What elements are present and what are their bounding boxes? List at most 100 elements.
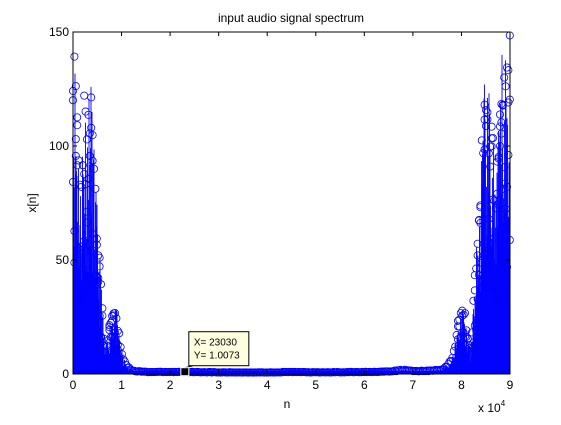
marker xyxy=(466,343,475,352)
marker xyxy=(73,113,82,122)
marker xyxy=(481,266,490,275)
marker xyxy=(91,271,100,280)
marker xyxy=(70,227,79,236)
marker xyxy=(71,151,80,160)
marker xyxy=(101,347,110,356)
marker xyxy=(491,296,500,305)
datatip-box[interactable] xyxy=(188,331,250,367)
marker xyxy=(81,180,90,189)
marker xyxy=(487,142,496,151)
marker xyxy=(78,264,87,273)
marker xyxy=(87,247,96,256)
marker xyxy=(88,156,97,165)
marker xyxy=(500,179,509,188)
datatip-marker[interactable] xyxy=(180,367,190,377)
marker xyxy=(491,269,500,278)
marker xyxy=(476,201,485,210)
marker xyxy=(74,244,83,253)
marker xyxy=(456,341,465,350)
marker xyxy=(488,134,497,143)
x-tick-label: 0 xyxy=(70,378,77,392)
y-tick-label: 0 xyxy=(62,367,69,381)
marker xyxy=(504,151,513,160)
series-signal xyxy=(69,31,514,377)
marker xyxy=(111,328,120,337)
x-tick-label: 4 xyxy=(264,378,271,392)
x-tick-label: 5 xyxy=(312,378,319,392)
datatip-y: Y= 1.0073 xyxy=(194,351,240,362)
marker xyxy=(80,236,89,245)
marker xyxy=(473,239,482,248)
marker xyxy=(113,326,122,335)
marker xyxy=(74,156,83,165)
marker xyxy=(481,121,490,130)
marker xyxy=(108,333,117,342)
marker xyxy=(490,196,499,205)
marker xyxy=(95,262,104,271)
marker xyxy=(488,195,497,204)
marker xyxy=(73,121,82,130)
marker xyxy=(488,282,497,291)
marker xyxy=(493,189,502,198)
marker xyxy=(95,311,104,320)
marker xyxy=(462,332,471,341)
x-tick-label: 7 xyxy=(410,378,417,392)
x-multiplier: x 104 xyxy=(478,399,506,415)
marker xyxy=(484,214,493,223)
marker xyxy=(486,254,495,263)
marker xyxy=(460,309,469,318)
x-tick-label: 8 xyxy=(458,378,465,392)
axis-ticks: 0 1 2 3 4 5 6 7 8 9 0 50 100 150 xyxy=(49,25,514,392)
marker xyxy=(106,349,115,358)
x-tick-label: 2 xyxy=(167,378,174,392)
marker xyxy=(500,73,509,82)
marker xyxy=(113,340,122,349)
marker xyxy=(477,258,486,267)
marker xyxy=(83,207,92,216)
marker xyxy=(502,263,511,272)
marker xyxy=(78,161,87,170)
x-tick-label: 6 xyxy=(361,378,368,392)
marker xyxy=(501,216,510,225)
marker xyxy=(109,311,118,320)
marker xyxy=(460,341,469,350)
marker xyxy=(455,343,464,352)
marker xyxy=(497,118,506,127)
marker xyxy=(483,257,492,266)
marker xyxy=(473,251,482,260)
marker xyxy=(474,271,483,280)
data-tip[interactable]: X= 23030 Y= 1.0073 xyxy=(180,331,250,377)
marker xyxy=(469,343,478,352)
marker xyxy=(76,296,85,305)
marker xyxy=(480,115,489,124)
marker xyxy=(84,174,93,183)
plot-area xyxy=(72,31,511,375)
marker xyxy=(494,200,503,209)
marker xyxy=(102,341,111,350)
marker xyxy=(77,297,86,306)
marker xyxy=(90,164,99,173)
marker xyxy=(108,316,117,325)
marker xyxy=(92,300,101,309)
marker xyxy=(462,326,471,335)
marker xyxy=(92,234,101,243)
marker xyxy=(477,136,486,145)
marker xyxy=(70,52,79,61)
marker xyxy=(498,184,507,193)
marker xyxy=(71,135,80,144)
marker xyxy=(473,295,482,304)
marker xyxy=(71,82,80,91)
marker xyxy=(490,234,499,243)
marker xyxy=(459,328,468,337)
datatip-x: X= 23030 xyxy=(194,338,238,349)
marker xyxy=(453,316,462,325)
marker xyxy=(462,349,471,358)
marker xyxy=(449,346,458,355)
marker xyxy=(105,321,114,330)
marker xyxy=(70,258,79,267)
marker xyxy=(73,161,82,170)
marker xyxy=(479,149,488,158)
marker xyxy=(501,82,510,91)
